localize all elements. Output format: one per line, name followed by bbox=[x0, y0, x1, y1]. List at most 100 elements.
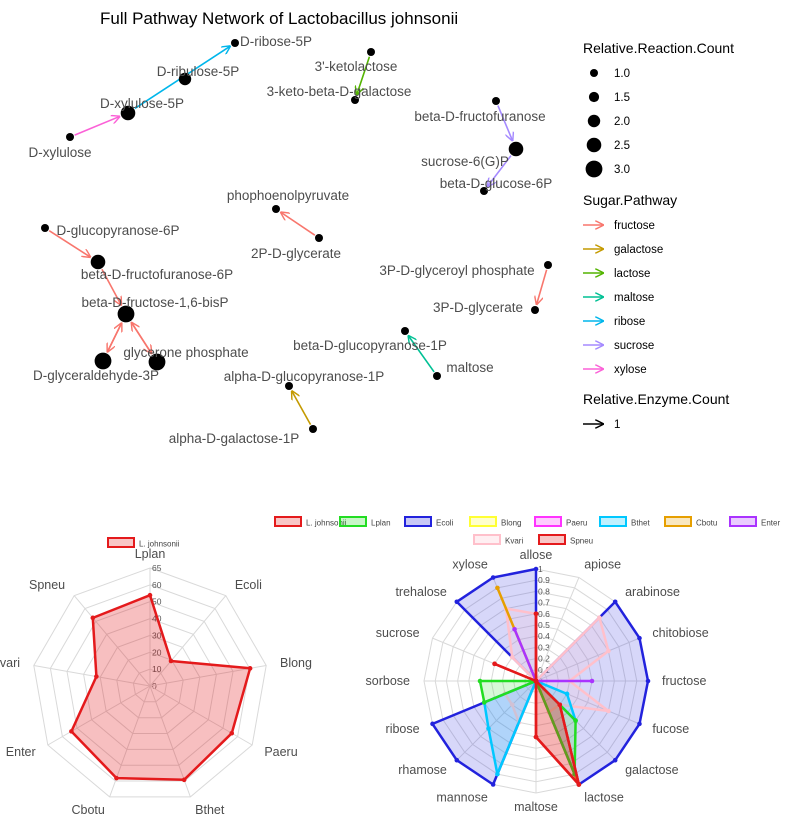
edge-d-xylulose-to-d-xylulose-5p bbox=[74, 117, 120, 136]
radar2-tick-0-6: 0.6 bbox=[538, 609, 550, 619]
node-label-sucrose-6-g-p: sucrose-6(G)P bbox=[421, 154, 509, 169]
legend-enzyme-title: Relative.Enzyme.Count bbox=[583, 391, 729, 407]
radar2-tick-0-7: 0.7 bbox=[538, 598, 550, 608]
radar2-spoke-rhamose bbox=[456, 680, 537, 761]
radar2-point-l-johnsonii-lactose bbox=[576, 782, 582, 787]
radar2-point-kvari-fucose bbox=[606, 708, 611, 714]
radar2-point-ecoli-fucose bbox=[637, 721, 642, 727]
radar2-point-enter-xylose bbox=[512, 626, 517, 632]
edge-3p-d-glyceroyl-phosphate-to-3p-d-glycerate bbox=[537, 269, 548, 304]
node-alpha-d-galactose-1p bbox=[309, 425, 317, 433]
radar2-tick-0-3: 0.3 bbox=[538, 642, 550, 652]
radar1-tick-65: 65 bbox=[152, 563, 162, 573]
edge-beta-d-fructofuranose-6p-to-beta-d-fructose-1-6-bisp bbox=[101, 268, 121, 305]
legend-reaction-label-2-0: 2.0 bbox=[614, 116, 630, 128]
edge-beta-d-fructose-1-6-bisp-to-d-glyceraldehyde-3p bbox=[108, 322, 123, 351]
radar1-legend-swatch-l-johnsonii bbox=[107, 537, 135, 548]
radar1-axis-label-cbotu: Cbotu bbox=[71, 803, 104, 817]
radar1-tick-50: 50 bbox=[152, 597, 162, 607]
radar2-series bbox=[430, 566, 651, 787]
radar2-point-cbotu-xylose bbox=[495, 585, 500, 591]
radar2-tick-0-2: 0.2 bbox=[538, 654, 550, 664]
radar2-axis-label-arabinose: arabinose bbox=[625, 585, 680, 599]
radar1-grid-ring-2 bbox=[116, 651, 184, 719]
radar2-tick-0-9: 0.9 bbox=[538, 575, 550, 585]
radar2-spoke-apiose bbox=[535, 577, 580, 682]
node-3p-d-glyceroyl-phosphate bbox=[544, 261, 552, 269]
radar1-area-l-johnsonii bbox=[70, 593, 252, 782]
node-label-glycerone-phosphate: glycerone phosphate bbox=[123, 345, 248, 360]
radar2-legend-swatch-lplan bbox=[339, 516, 367, 527]
radar2-legend-label-l-johnsonii: L. johnsonii bbox=[306, 519, 347, 528]
radar1-spoke-ecoli bbox=[149, 595, 227, 687]
radar2-tick-0-8: 0.8 bbox=[538, 586, 550, 596]
radar2-axis-label-sucrose: sucrose bbox=[376, 626, 420, 640]
radar2-legend-label-ecoli: Ecoli bbox=[436, 519, 454, 528]
radar2-legend-label-bthet: Bthet bbox=[631, 519, 650, 528]
legend-reaction-label-2-5: 2.5 bbox=[614, 140, 630, 152]
radar2-tick-1: 1 bbox=[538, 564, 543, 574]
network-title: Full Pathway Network of Lactobacillus jo… bbox=[100, 9, 458, 28]
radar1-series-l-johnsonii bbox=[69, 592, 253, 783]
node-3p-d-glycerate bbox=[531, 306, 539, 314]
legend-pathway-label-galactose: galactose bbox=[614, 244, 663, 256]
legend-pathway-title: Sugar.Pathway bbox=[583, 192, 677, 208]
node-label-maltose: maltose bbox=[446, 360, 493, 375]
legend-reaction-dot-1-0 bbox=[590, 69, 598, 77]
radar2-point-enter-fructose bbox=[589, 678, 595, 684]
radar2-axis-label-maltose: maltose bbox=[514, 800, 558, 814]
radar2-legend-swatch-blong bbox=[469, 516, 497, 527]
radar1-tick-20: 20 bbox=[152, 647, 162, 657]
radar1-legend-label-l-johnsonii: L. johnsonii bbox=[139, 540, 180, 549]
node-label-beta-d-glucose-6p: beta-D-glucose-6P bbox=[440, 176, 553, 191]
radar2-point-kvari-trehalose bbox=[509, 654, 515, 660]
radar1-tick-60: 60 bbox=[152, 580, 162, 590]
radar2-legend-swatch-ecoli bbox=[404, 516, 432, 527]
node-label-2p-d-glycerate: 2P-D-glycerate bbox=[251, 246, 341, 261]
node-label-d-glyceraldehyde-3p: D-glyceraldehyde-3P bbox=[33, 368, 159, 383]
radar2-point-ecoli-mannose bbox=[490, 782, 496, 787]
node-label-3-keto-beta-d-galactose: 3-keto-beta-D-galactose bbox=[267, 84, 412, 99]
radar1-point-l-johnsonii-spneu bbox=[90, 615, 96, 621]
node-label-3p-d-glycerate: 3P-D-glycerate bbox=[433, 300, 523, 315]
radar1-legend: L. johnsonii bbox=[107, 537, 180, 549]
radar2-axis-label-lactose: lactose bbox=[584, 790, 624, 804]
radar2-legend-swatch-l-johnsonii bbox=[274, 516, 302, 527]
node-d-ribose-5p bbox=[231, 39, 239, 47]
legend-enzyme-items: 1 bbox=[583, 419, 620, 431]
radar2-legend-label-enter: Enter bbox=[761, 519, 780, 528]
radar2-spoke-chitobiose bbox=[535, 637, 640, 682]
legend-pathway-label-maltose: maltose bbox=[614, 292, 654, 304]
radar2-point-ecoli-chitobiose bbox=[637, 635, 642, 641]
radar2-axis-label-mannose: mannose bbox=[436, 790, 487, 804]
node-label-d-xylulose-5p: D-xylulose-5P bbox=[100, 96, 184, 111]
node-d-glyceraldehyde-3p bbox=[94, 352, 112, 370]
radar2-legend: L. johnsonii Lplan Ecoli Blong Paeru Bthet Cbo… bbox=[274, 516, 780, 546]
radar1-grid-ring-7 bbox=[33, 567, 267, 798]
radar2-axis-label-apiose: apiose bbox=[584, 558, 621, 572]
radar1-axis-label-enter: Enter bbox=[6, 745, 36, 759]
radar1-axis-label-spneu: Spneu bbox=[29, 578, 65, 592]
radar1-axis-label-kvari: Kvari bbox=[0, 656, 20, 670]
node-label-d-ribose-5p: D-ribose-5P bbox=[240, 34, 312, 49]
radar2-legend-swatch-spneu bbox=[538, 534, 566, 545]
node-label-d-xylulose: D-xylulose bbox=[28, 145, 91, 160]
radar1-point-l-johnsonii-enter bbox=[69, 729, 74, 734]
radar2-point-lplan-ribose bbox=[481, 700, 487, 705]
radar2-legend-label-spneu: Spneu bbox=[570, 537, 593, 546]
radar1-point-l-johnsonii-paeru bbox=[229, 730, 235, 736]
radar2-area-bthet bbox=[483, 679, 577, 776]
node-3-ketolactose bbox=[367, 48, 375, 56]
legend-pathway-label-fructose: fructose bbox=[614, 220, 655, 232]
edge-beta-d-fructose-1-6-bisp-to-glycerone-phosphate bbox=[130, 321, 151, 353]
node-beta-d-fructose-1-6-bisp bbox=[117, 305, 135, 323]
radar1-axis-label-blong: Blong bbox=[280, 656, 312, 670]
radar2-axis-label-ribose: ribose bbox=[386, 722, 420, 736]
radar2-legend-label-cbotu: Cbotu bbox=[696, 519, 717, 528]
legend-reaction-dot-3-0 bbox=[585, 160, 603, 178]
legend-pathway-items: fructose galactose lactose maltose ribose suc… bbox=[583, 220, 663, 376]
radar1-point-l-johnsonii-lplan bbox=[147, 592, 153, 598]
legend-pathway-label-xylose: xylose bbox=[614, 364, 647, 376]
radar2-point-ecoli-allose bbox=[533, 566, 539, 572]
